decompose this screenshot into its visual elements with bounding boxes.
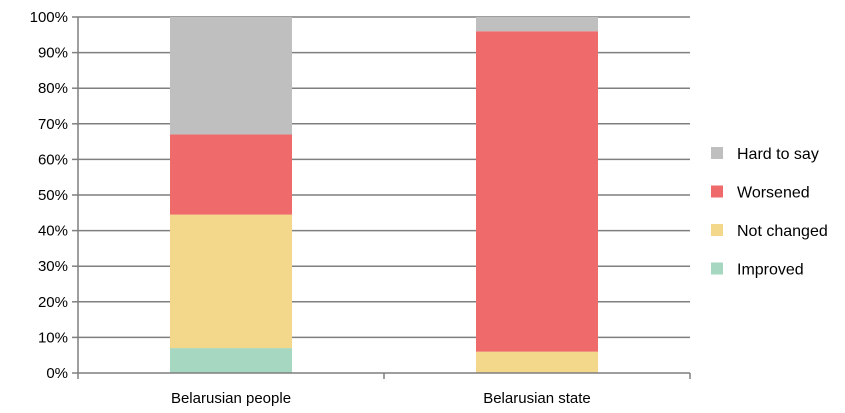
y-tick-label: 70%: [38, 116, 68, 133]
legend-label: Hard to say: [737, 146, 819, 163]
legend-swatch-worsened: [711, 185, 723, 198]
bar-segment-improved: [170, 348, 292, 373]
legend-swatch-not-changed: [711, 224, 723, 236]
y-tick-label: 30%: [38, 258, 68, 275]
bars: [170, 17, 598, 373]
legend-swatch-hard-to-say: [711, 147, 723, 159]
legend-swatch-improved: [711, 262, 723, 275]
bar-segment-hard-to-say: [476, 17, 598, 32]
y-tick-label: 20%: [38, 294, 68, 311]
x-tick-label: Belarusian people: [171, 390, 291, 407]
y-tick-label: 0%: [46, 365, 68, 382]
y-tick-label: 80%: [38, 80, 68, 97]
bar-segment-worsened: [476, 31, 598, 352]
y-tick-label: 100%: [30, 9, 68, 26]
bar-segment-hard-to-say: [170, 17, 292, 135]
bar-segment-not-changed: [170, 214, 292, 349]
y-tick-label: 10%: [38, 329, 68, 346]
legend: Hard to say Worsened Not changed Improved: [711, 146, 828, 279]
bar-segment-not-changed: [476, 351, 598, 373]
bar-segment-worsened: [170, 134, 292, 215]
y-tick-label: 90%: [38, 45, 68, 62]
y-tick-label: 50%: [38, 187, 68, 204]
y-tick-label: 40%: [38, 223, 68, 240]
y-tick-label: 60%: [38, 151, 68, 168]
y-tick-labels: 0% 10% 20% 30% 40% 50% 60% 70% 80% 90% 100%: [30, 9, 68, 382]
x-tick-label: Belarusian state: [483, 390, 591, 407]
legend-label: Improved: [737, 262, 804, 279]
x-tick-labels: Belarusian people Belarusian state: [77, 373, 691, 407]
legend-label: Worsened: [737, 185, 810, 202]
legend-label: Not changed: [737, 223, 828, 240]
